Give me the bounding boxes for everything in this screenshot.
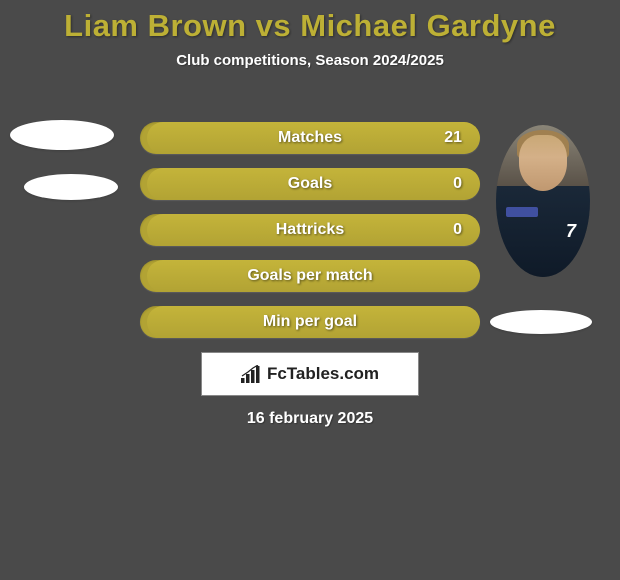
stat-label: Min per goal <box>140 313 480 331</box>
stat-label: Hattricks <box>140 221 480 239</box>
player-photo: 7 <box>496 125 590 277</box>
jersey-number: 7 <box>566 221 576 242</box>
stat-value: 0 <box>453 175 462 193</box>
page-title: Liam Brown vs Michael Gardyne <box>0 0 620 44</box>
branding-box: FcTables.com <box>201 352 419 396</box>
placeholder-ellipse <box>10 120 114 150</box>
stats-area: Matches21Goals0Hattricks0Goals per match… <box>140 122 480 352</box>
face <box>519 135 567 191</box>
subtitle: Club competitions, Season 2024/2025 <box>0 52 620 69</box>
stat-row: Min per goal <box>140 306 480 338</box>
stat-label: Goals <box>140 175 480 193</box>
sponsor-patch <box>506 207 538 217</box>
date-text: 16 february 2025 <box>0 410 620 428</box>
stat-value: 21 <box>444 129 462 147</box>
player-right-area: 7 <box>496 125 590 277</box>
stat-value: 0 <box>453 221 462 239</box>
branding-text: FcTables.com <box>267 364 379 384</box>
stat-row: Goals0 <box>140 168 480 200</box>
stat-row: Hattricks0 <box>140 214 480 246</box>
comparison-card: Liam Brown vs Michael Gardyne Club compe… <box>0 0 620 580</box>
placeholder-ellipse <box>490 310 592 334</box>
stat-row: Goals per match <box>140 260 480 292</box>
stat-label: Goals per match <box>140 267 480 285</box>
stat-label: Matches <box>140 129 480 147</box>
chart-icon <box>241 365 263 383</box>
placeholder-ellipse <box>24 174 118 200</box>
stat-row: Matches21 <box>140 122 480 154</box>
photo-background: 7 <box>496 125 590 277</box>
